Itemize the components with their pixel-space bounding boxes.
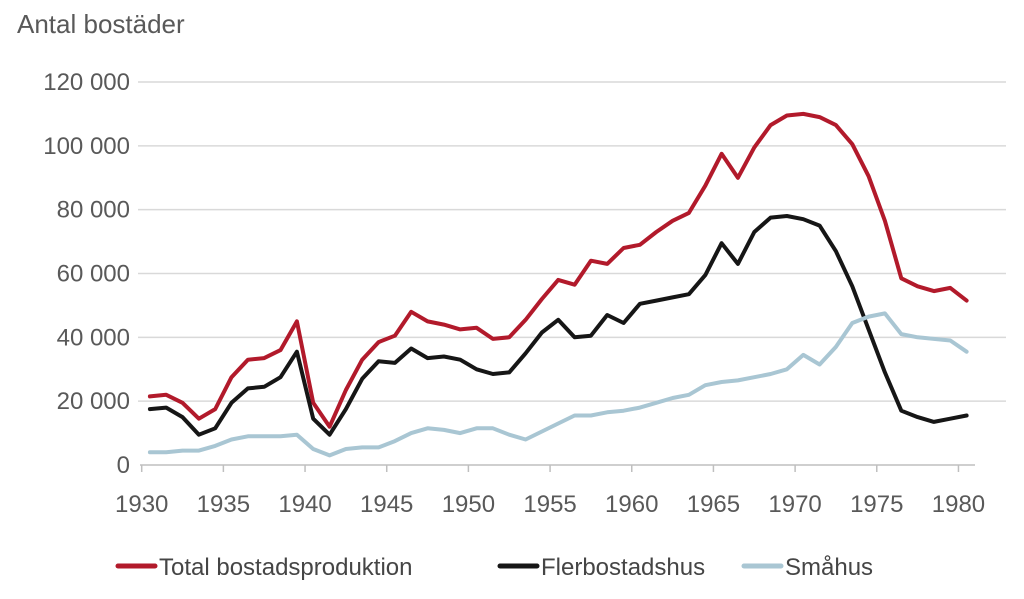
y-tick-label: 20 000 — [57, 388, 130, 415]
y-axis-labels: 0 20 000 40 000 60 000 80 000 100 000 120 000 — [43, 69, 130, 479]
y-tick-label: 40 000 — [57, 324, 130, 351]
x-tick-label: 1935 — [197, 491, 250, 518]
series-line-total-bostadsproduktion — [147, 111, 969, 429]
y-tick-label: 100 000 — [43, 133, 130, 160]
legend-item-sm-hus: Småhus — [741, 554, 873, 581]
legend-label-total-bostadsproduktion: Total bostadsproduktion — [159, 554, 413, 581]
legend: Total bostadsproduktion Flerbostadshus Små… — [115, 554, 873, 581]
series-line-flerbostadshus — [147, 214, 969, 437]
legend-label-flerbostadshus: Flerbostadshus — [541, 554, 705, 581]
x-tick-label: 1945 — [360, 491, 413, 518]
gridlines — [138, 81, 1006, 402]
x-tick-label: 1975 — [850, 491, 903, 518]
x-tick-label: 1930 — [115, 491, 168, 518]
legend-label-sm-hus: Småhus — [785, 554, 873, 581]
x-tick-label: 1955 — [523, 491, 576, 518]
x-tick-label: 1960 — [605, 491, 658, 518]
x-axis-labels: 1930 1935 1940 1945 1950 1955 1960 1965 1970 1975… — [115, 491, 985, 518]
y-tick-label: 60 000 — [57, 261, 130, 288]
x-tick-label: 1940 — [278, 491, 331, 518]
x-tick-label: 1950 — [442, 491, 495, 518]
x-tick-label: 1970 — [768, 491, 821, 518]
y-tick-label: 0 — [117, 452, 130, 479]
series-line-sm-hus — [147, 311, 969, 458]
y-tick-label: 80 000 — [57, 197, 130, 224]
legend-item-flerbostadshus: Flerbostadshus — [497, 554, 705, 581]
chart-title: Antal bostäder — [17, 9, 185, 39]
x-tick-label: 1965 — [687, 491, 740, 518]
axes — [140, 464, 975, 472]
y-tick-label: 120 000 — [43, 69, 130, 96]
series-lines — [147, 111, 969, 458]
legend-item-total-bostadsproduktion: Total bostadsproduktion — [115, 554, 413, 581]
x-tick-label: 1980 — [932, 491, 985, 518]
